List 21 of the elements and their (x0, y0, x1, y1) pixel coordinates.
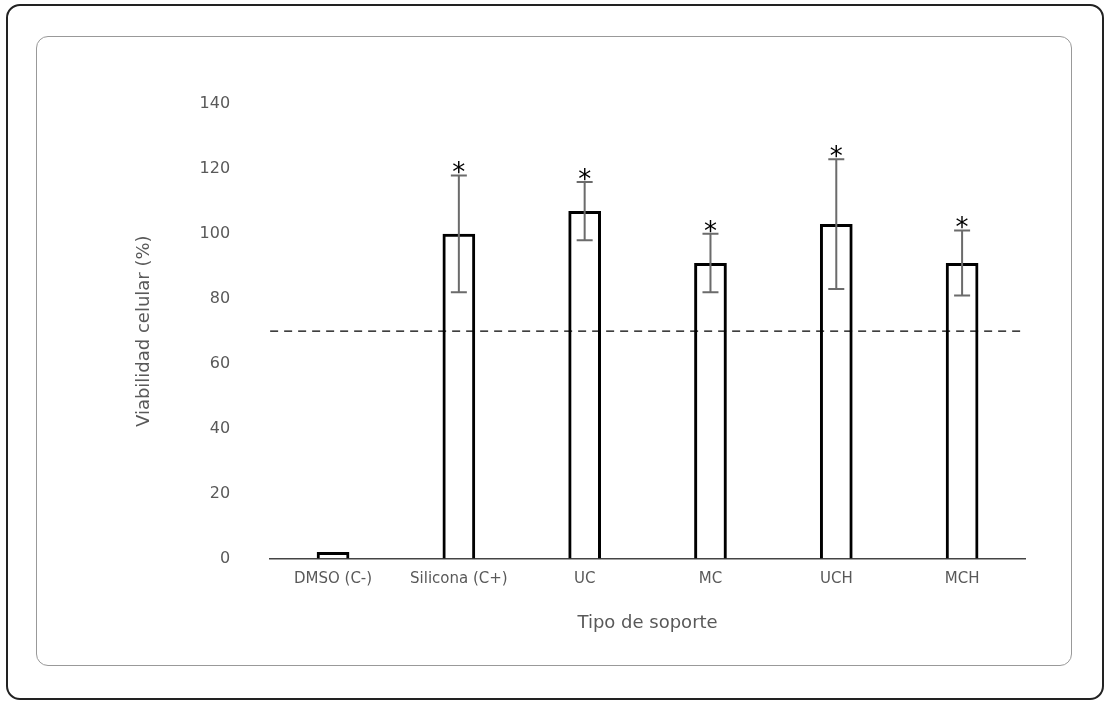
annotation: * (703, 215, 717, 246)
annotation: * (829, 140, 843, 171)
y-tick-label: 0 (219, 547, 231, 567)
x-tick-label: UC (573, 569, 596, 588)
y-tick-label: 80 (209, 287, 231, 307)
x-tick-label: MC (698, 569, 723, 588)
x-tick-label: UCH (819, 569, 853, 588)
y-tick-label: 40 (209, 417, 231, 437)
annotation: * (578, 163, 592, 194)
x-axis-title: Tipo de soporte (576, 610, 718, 632)
y-tick-label: 20 (209, 482, 231, 502)
y-tick-label: 100 (199, 222, 231, 242)
y-tick-label: 60 (209, 352, 231, 372)
x-tick-label: MCH (944, 569, 980, 588)
y-tick-label: 140 (199, 93, 231, 113)
y-axis-title: Viabilidad celular (%) (132, 235, 154, 428)
y-tick-label: 120 (199, 158, 231, 178)
x-tick-label: Silicona (C+) (410, 569, 508, 588)
annotation: * (955, 212, 969, 243)
annotation: * (452, 157, 466, 188)
x-tick-label: DMSO (C-) (293, 569, 373, 588)
